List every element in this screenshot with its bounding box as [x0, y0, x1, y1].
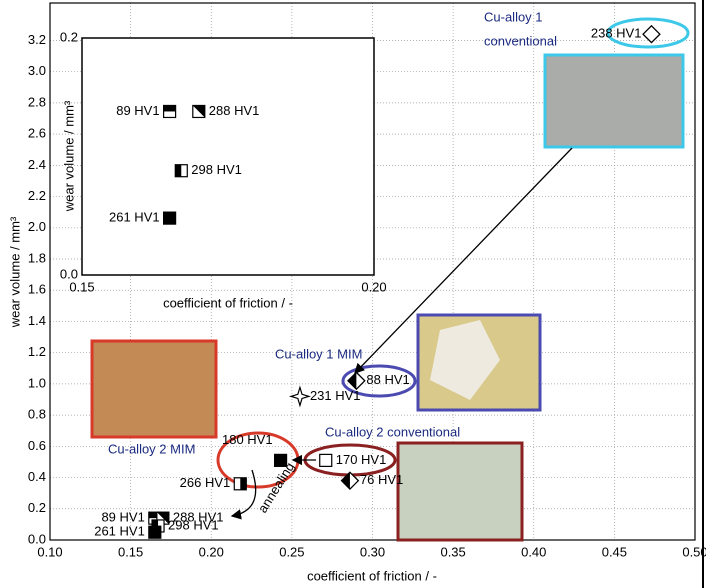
annotation: Cu-alloy 1 MIM [275, 346, 362, 361]
micrograph-cu2-mim [92, 341, 216, 437]
y-tick-label: 2.2 [28, 188, 46, 203]
y-tick-label: 1.4 [28, 313, 46, 328]
point [175, 165, 187, 177]
point-label: 170 HV1 [336, 452, 387, 467]
point-label: 298 HV1 [191, 162, 242, 177]
point [164, 212, 176, 224]
point-label: 261 HV1 [94, 524, 145, 539]
y-tick-label: 2.8 [28, 94, 46, 109]
marker-half [164, 105, 176, 111]
y-tick-label: 0.8 [28, 407, 46, 422]
y-tick-label: 0.2 [28, 500, 46, 515]
y-tick-label: 0.2 [60, 29, 78, 44]
x-tick-label: 0.15 [118, 544, 143, 559]
y-tick-label: 0.0 [28, 531, 46, 546]
y-tick-label: 1.8 [28, 250, 46, 265]
point [193, 105, 205, 117]
annotation: Cu-alloy 2 MIM [108, 441, 195, 456]
point-label: 238 HV1 [591, 26, 642, 41]
point [320, 454, 332, 466]
marker-half [175, 165, 181, 177]
marker-square [320, 454, 332, 466]
point-label: 180 HV1 [222, 432, 273, 447]
point-label: 88 HV1 [366, 372, 409, 387]
point-label: 231 HV1 [310, 388, 361, 403]
inset-frame [82, 38, 374, 275]
x-tick-label: 0.35 [440, 544, 465, 559]
x-tick-label: 0.15 [69, 279, 94, 294]
marker-half [240, 478, 246, 490]
point-label: 288 HV1 [209, 103, 260, 118]
marker-square [164, 212, 176, 224]
micrograph-cu1-conv [545, 55, 683, 147]
inset-y-title: wear volume / mm³ [61, 100, 76, 212]
point-label: 261 HV1 [109, 210, 160, 225]
y-tick-label: 0.0 [60, 266, 78, 281]
annotation: Cu-alloy 1 [484, 9, 543, 24]
annotation: conventional [484, 33, 557, 48]
y-tick-label: 1.0 [28, 375, 46, 390]
x-axis-title: coefficient of friction / - [307, 568, 437, 583]
y-tick-label: 2.4 [28, 157, 46, 172]
point [149, 526, 161, 538]
annotation: Cu-alloy 2 conventional [325, 424, 460, 439]
x-tick-label: 0.25 [279, 544, 304, 559]
point-label: 76 HV1 [360, 472, 403, 487]
y-tick-label: 1.2 [28, 344, 46, 359]
y-tick-label: 3.0 [28, 63, 46, 78]
y-tick-label: 2.6 [28, 126, 46, 141]
y-tick-label: 1.6 [28, 282, 46, 297]
x-tick-label: 0.40 [521, 544, 546, 559]
inset-x-title: coefficient of friction / - [163, 295, 293, 310]
point-label: 298 HV1 [168, 517, 219, 532]
y-tick-label: 3.2 [28, 32, 46, 47]
x-tick-label: 0.20 [361, 279, 386, 294]
y-tick-label: 0.4 [28, 469, 46, 484]
point-label: 266 HV1 [180, 475, 231, 490]
point [164, 105, 176, 117]
point-label: 89 HV1 [101, 510, 144, 525]
x-tick-label: 0.45 [602, 544, 627, 559]
point-label: 89 HV1 [116, 103, 159, 118]
y-tick-label: 0.6 [28, 438, 46, 453]
marker-square [149, 526, 161, 538]
micrograph-cu2-conv [398, 443, 522, 540]
x-tick-label: 0.30 [360, 544, 385, 559]
x-tick-label: 0.10 [37, 544, 62, 559]
y-axis-title: wear volume / mm³ [7, 216, 22, 328]
x-tick-label: 0.20 [199, 544, 224, 559]
y-tick-label: 2.0 [28, 219, 46, 234]
chart: 0.100.150.200.250.300.350.400.450.500.00… [0, 0, 706, 588]
point [234, 478, 246, 490]
